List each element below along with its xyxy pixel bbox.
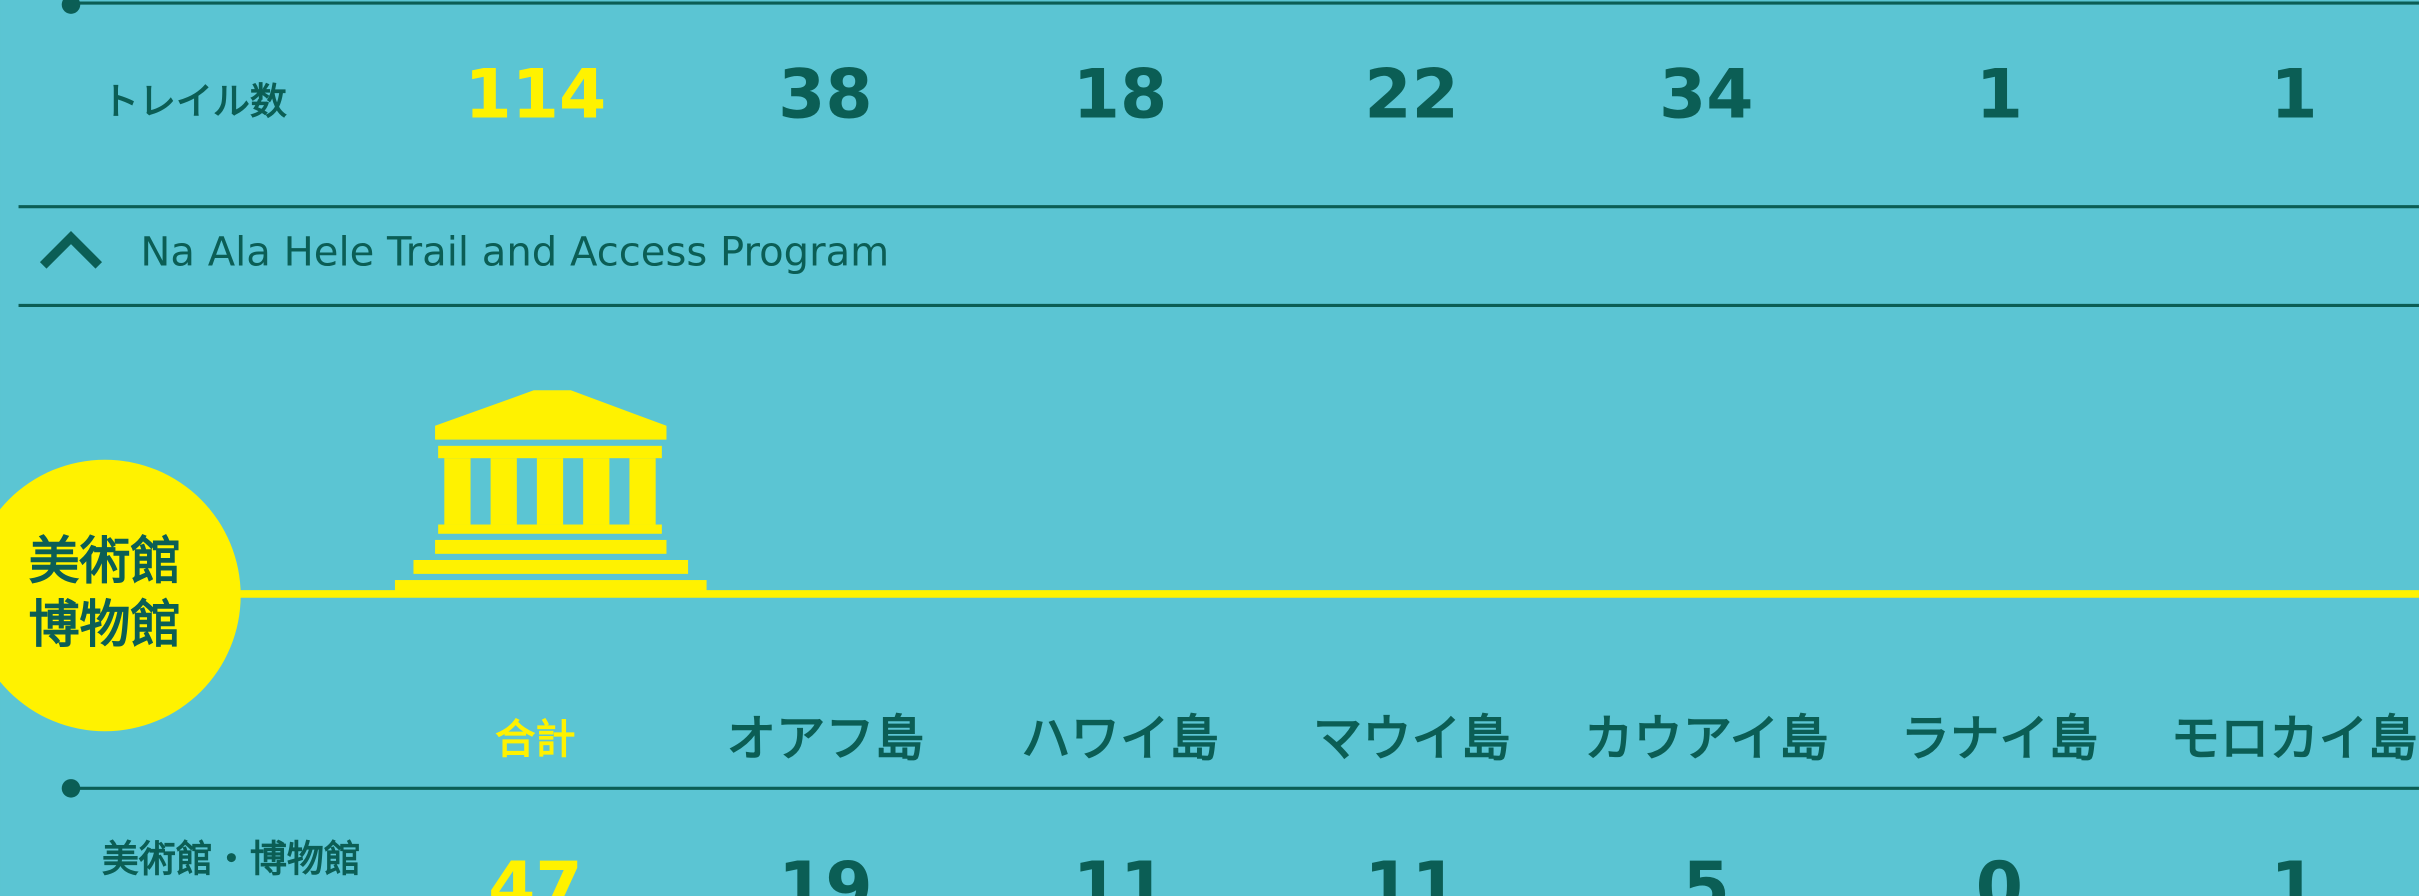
column-header: モロカイ島 (2171, 710, 2418, 768)
value: 11 (1073, 848, 1167, 896)
column-header: カウアイ島 (1584, 710, 1828, 768)
value: 34 (1659, 55, 1753, 134)
value: 5 (1683, 848, 1730, 896)
column-header: マウイ島 (1313, 710, 1510, 768)
value: 1 (2270, 848, 2317, 896)
value: 1 (1976, 55, 2023, 134)
value: 47 (488, 848, 582, 896)
value: 22 (1364, 55, 1458, 134)
row-label: トレイル数 (102, 80, 287, 123)
chevron[interactable] (39, 231, 103, 269)
badge-text: 美術館 (29, 533, 182, 592)
value: 19 (778, 848, 872, 896)
value: 114 (465, 55, 607, 134)
section-title[interactable]: Na Ala Hele Trail and Access Program (140, 230, 889, 276)
badge-text: 博物館 (29, 596, 182, 655)
value: 1 (2270, 55, 2317, 134)
value: 38 (778, 55, 872, 134)
column-header: オアフ島 (727, 710, 924, 768)
row-label: 美術館・博物館 (102, 837, 361, 880)
column-header: ラナイ島 (1901, 710, 2098, 768)
value: 0 (1976, 848, 2023, 896)
value: 18 (1073, 55, 1167, 134)
badge (0, 459, 241, 732)
dot (61, 0, 81, 14)
dot (61, 779, 81, 798)
column-header: ハワイ島 (1021, 710, 1218, 768)
value: 11 (1364, 848, 1458, 896)
column-header: 合計 (495, 717, 575, 763)
museum-icon (394, 390, 707, 596)
